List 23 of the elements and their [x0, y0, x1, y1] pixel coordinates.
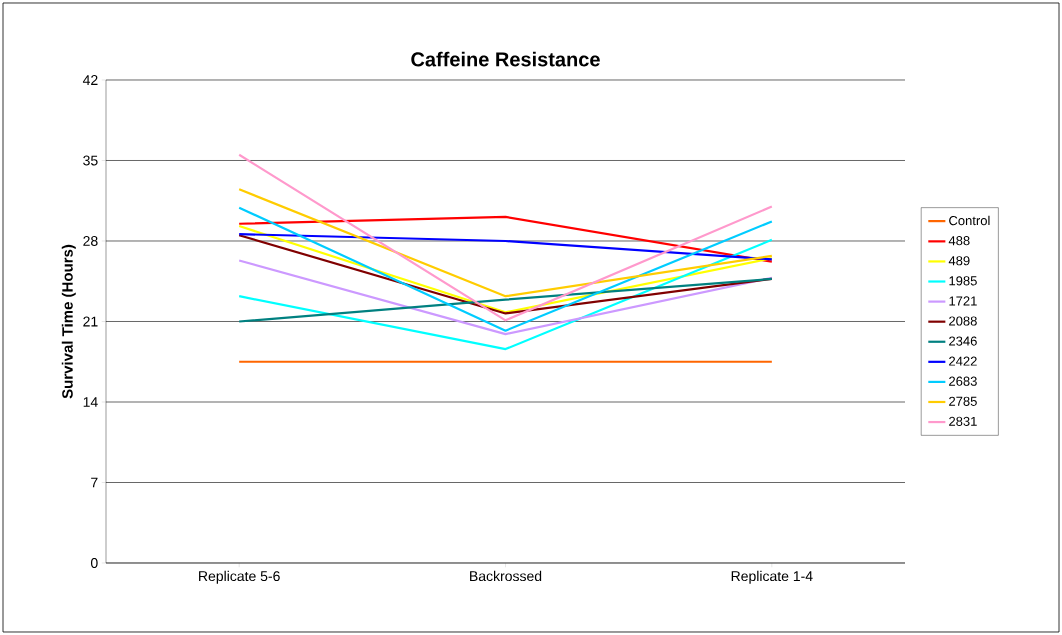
legend-label: 2346 [949, 336, 977, 346]
y-tick-label: 14 [83, 397, 98, 407]
y-tick-label: 21 [83, 316, 98, 327]
legend-label: 1721 [949, 296, 977, 306]
y-tick-label: 7 [91, 477, 98, 488]
x-tick-label: Replicate 1-4 [731, 570, 813, 584]
legend-label: 2831 [949, 416, 977, 426]
legend-label: 2683 [949, 376, 977, 386]
legend-label: 489 [948, 256, 970, 266]
legend-label: 1985 [949, 276, 977, 286]
legend-label: 488 [948, 236, 970, 246]
x-tick-label: Backrossed [470, 570, 542, 582]
legend-label: Control [949, 215, 990, 226]
y-axis-title: Survival Time (Hours) [61, 244, 76, 399]
legend-label: 2785 [949, 396, 977, 406]
chart-title: Caffeine Resistance [411, 51, 600, 67]
y-tick-label: 35 [83, 155, 98, 166]
y-tick-label: 0 [90, 558, 98, 568]
legend-label: 2422 [949, 356, 977, 366]
legend-label: 2088 [949, 316, 977, 326]
y-tick-label: 28 [83, 236, 98, 246]
y-tick-label: 42 [82, 75, 98, 85]
x-tick-label: Replicate 5-6 [199, 570, 280, 584]
